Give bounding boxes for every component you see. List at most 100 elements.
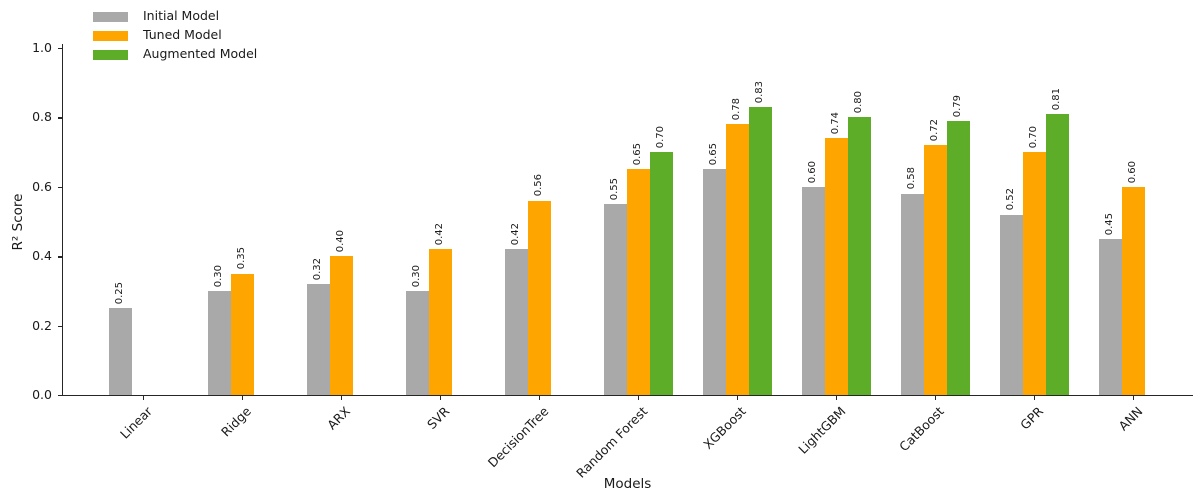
bar-value-label: 0.45 (1103, 212, 1115, 235)
bar-value-label: 0.52 (1004, 188, 1016, 211)
bar-value-label: 0.42 (509, 223, 521, 246)
x-tick-label-xgboost: XGBoost (700, 403, 750, 453)
y-tick-label: 0.8 (32, 109, 52, 125)
legend-swatch-icon (93, 30, 128, 41)
x-axis-spine (62, 395, 1193, 397)
x-tick-label-random-forest: Random Forest (573, 403, 651, 481)
bar-initial-model (702, 169, 726, 395)
x-tick-mark (935, 396, 937, 401)
bar-initial-model (801, 186, 825, 395)
bar-initial-model (405, 290, 429, 395)
bar-tuned-model (1121, 186, 1145, 395)
x-tick-mark (143, 396, 145, 401)
bar-initial-model (603, 204, 627, 395)
bar-value-label: 0.32 (311, 257, 323, 280)
y-tick-label: 0.0 (32, 387, 52, 402)
y-tick-mark (58, 256, 62, 258)
chart-legend: Initial Model Tuned Model Augmented Model (93, 7, 257, 64)
y-tick-label: 0.6 (32, 178, 52, 194)
bar-augmented-model (1045, 113, 1069, 395)
x-tick-mark (440, 396, 442, 401)
bar-value-label: 0.74 (829, 111, 841, 135)
bar-initial-model (504, 249, 528, 395)
y-tick-mark (58, 395, 62, 397)
bar-initial-model (999, 214, 1023, 395)
bar-initial-model (306, 283, 330, 395)
x-tick-label-linear: Linear (117, 403, 156, 442)
bar-initial-model (108, 308, 132, 395)
legend-swatch-icon (93, 49, 128, 60)
x-tick-label-lightgbm: LightGBM (794, 403, 849, 457)
bar-value-label: 0.30 (212, 264, 224, 287)
legend-label: Initial Model (143, 8, 220, 24)
x-tick-mark (242, 396, 244, 401)
x-tick-label-catboost: CatBoost (896, 403, 948, 455)
y-tick-mark (58, 325, 62, 327)
bar-initial-model (1098, 238, 1122, 395)
x-tick-label-ridge: Ridge (218, 403, 255, 440)
legend-item: Initial Model (93, 7, 257, 26)
bar-value-label: 0.81 (1050, 87, 1062, 110)
bar-value-label: 0.70 (654, 125, 666, 149)
y-tick-mark (58, 186, 62, 189)
bar-value-label: 0.30 (410, 264, 422, 287)
bar-tuned-model (329, 256, 353, 395)
bar-value-label: 0.65 (707, 143, 719, 166)
legend-label: Augmented Model (143, 46, 258, 62)
bar-value-label: 0.60 (1126, 160, 1138, 183)
bar-value-label: 0.56 (532, 174, 544, 197)
y-tick-mark (58, 48, 62, 50)
y-axis-label: R² Score (10, 193, 26, 250)
bar-value-label: 0.83 (753, 80, 765, 103)
bar-value-label: 0.40 (334, 229, 346, 253)
bar-tuned-model (1022, 152, 1046, 395)
x-tick-mark (1133, 396, 1135, 401)
bar-tuned-model (923, 145, 947, 395)
bar-value-label: 0.70 (1027, 125, 1039, 149)
x-tick-mark (638, 396, 640, 401)
bar-initial-model (900, 193, 924, 395)
bar-value-label: 0.58 (905, 167, 917, 190)
x-tick-mark (737, 396, 739, 401)
x-tick-mark (1034, 396, 1036, 401)
bar-tuned-model (527, 200, 551, 395)
bar-value-label: 0.55 (608, 177, 620, 201)
y-tick-mark (58, 117, 62, 119)
x-tick-mark (539, 396, 541, 401)
bar-augmented-model (649, 152, 673, 395)
bar-tuned-model (824, 138, 848, 395)
bar-initial-model (207, 290, 231, 395)
y-tick-label: 0.2 (32, 317, 52, 333)
y-axis-spine (62, 44, 64, 396)
bar-value-label: 0.80 (852, 91, 864, 114)
bar-tuned-model (428, 249, 452, 395)
bar-value-label: 0.25 (113, 281, 125, 305)
legend-label: Tuned Model (143, 27, 222, 43)
x-tick-mark (341, 396, 343, 401)
bar-tuned-model (725, 124, 749, 395)
x-tick-label-arx: ARX (324, 403, 354, 433)
x-tick-label-svr: SVR (423, 403, 453, 432)
x-tick-label-gpr: GPR (1017, 403, 1047, 433)
x-tick-label-ann: ANN (1115, 403, 1146, 434)
bar-augmented-model (946, 120, 970, 395)
bar-augmented-model (748, 106, 772, 395)
legend-item: Augmented Model (93, 45, 257, 64)
bar-value-label: 0.35 (235, 247, 247, 270)
bar-augmented-model (847, 117, 871, 395)
bar-value-label: 0.78 (730, 98, 742, 121)
x-tick-mark (836, 396, 838, 401)
x-axis-label: Models (603, 476, 652, 492)
bar-value-label: 0.60 (806, 160, 818, 183)
bar-tuned-model (230, 273, 254, 395)
y-tick-label: 1.0 (32, 40, 52, 55)
bar-value-label: 0.72 (928, 118, 940, 142)
y-tick-label: 0.4 (32, 248, 52, 264)
x-tick-label-decisiontree: DecisionTree (484, 403, 552, 471)
bar-value-label: 0.79 (951, 94, 963, 117)
bar-tuned-model (626, 169, 650, 395)
legend-swatch-icon (93, 11, 128, 22)
legend-item: Tuned Model (93, 26, 257, 45)
bar-value-label: 0.42 (433, 223, 445, 246)
